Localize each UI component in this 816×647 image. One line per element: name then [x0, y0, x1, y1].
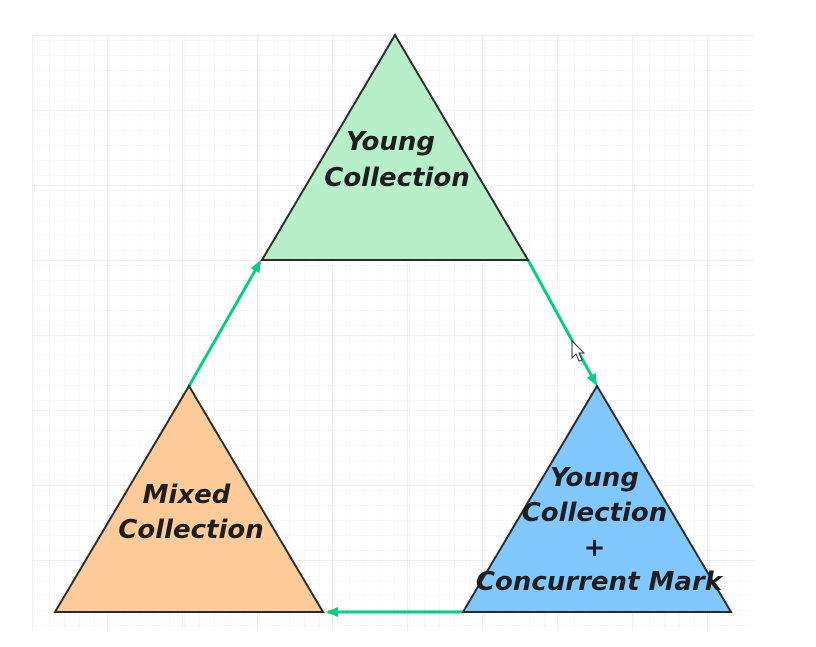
node-label: Mixed Collection — [118, 480, 264, 545]
node-label-line: + — [584, 533, 606, 563]
node-mixed-collection[interactable]: Mixed Collection — [53, 384, 325, 613]
edges-group — [187, 259, 598, 617]
node-label-line: Collection — [522, 498, 668, 528]
node-label: Young Collection + Concurrent Mark — [476, 463, 724, 597]
node-label-line: Young — [550, 463, 639, 493]
node-label-line: Mixed — [143, 480, 231, 510]
node-young-collection-concurrent-mark[interactable]: Young Collection + Concurrent Mark — [461, 384, 733, 613]
node-label-line: Collection — [324, 163, 470, 193]
node-label-line: Collection — [118, 515, 264, 545]
edge-young-to-concurrent-mark — [526, 259, 598, 386]
node-triangle-shape — [53, 384, 325, 613]
node-young-collection[interactable]: Young Collection — [260, 33, 530, 261]
node-label-line: Young — [346, 127, 435, 157]
node-triangle-shape — [461, 384, 733, 613]
node-label-line: Concurrent Mark — [476, 567, 724, 597]
mouse-pointer-icon — [571, 339, 586, 362]
node-triangle-shape — [260, 33, 530, 261]
edge-mixed-to-young — [187, 260, 262, 387]
node-label: Young Collection — [324, 127, 470, 193]
